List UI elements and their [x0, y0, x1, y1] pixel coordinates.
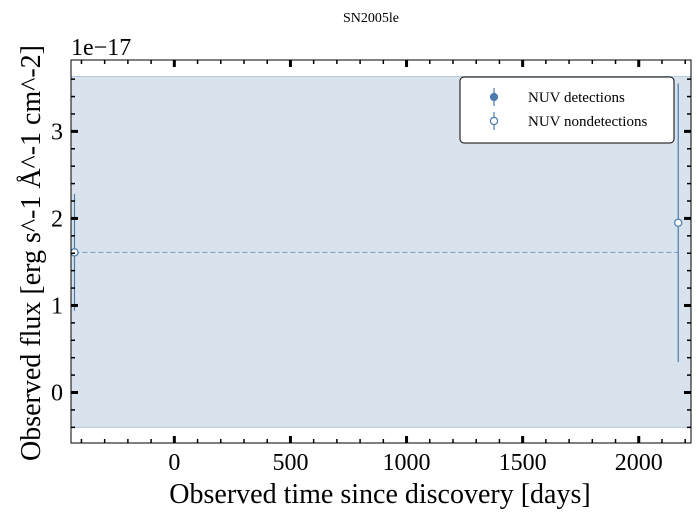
- nondetection-point: [70, 248, 79, 257]
- x-tick-label: 1500: [499, 450, 547, 476]
- x-axis-label: Observed time since discovery [days]: [169, 479, 590, 510]
- data-points: [70, 83, 683, 363]
- legend-detections-marker: [489, 92, 499, 102]
- legend-detections-label: NUV detections: [528, 90, 625, 106]
- legend-box: [459, 76, 675, 144]
- legend-nondetections-marker: [489, 116, 499, 126]
- plot-frame: [70, 59, 692, 444]
- y-tick-label: 3: [51, 119, 63, 145]
- x-tick-label: 500: [272, 450, 308, 476]
- y-tick-label: 1: [51, 293, 63, 319]
- y-tick-label: 0: [51, 381, 63, 407]
- y-tick-label: 2: [51, 206, 63, 232]
- axis-ticks: [71, 60, 691, 443]
- axis-tick-labels: 0 500 1000 1500 2000 0 1 2 3: [51, 119, 663, 476]
- y-offset-label: 1e−17: [71, 35, 131, 61]
- x-tick-label: 2000: [615, 450, 663, 476]
- legend-nondetections-label: NUV nondetections: [528, 114, 647, 130]
- nondetection-point: [674, 218, 683, 227]
- x-tick-label: 1000: [383, 450, 431, 476]
- y-axis-label: Observed flux [erg s^-1 Å^-1 cm^-2]: [16, 45, 47, 461]
- legend: NUV detections NUV nondetections: [459, 76, 675, 144]
- x-tick-label: 0: [168, 450, 180, 476]
- chart-title: SN2005le: [343, 11, 399, 26]
